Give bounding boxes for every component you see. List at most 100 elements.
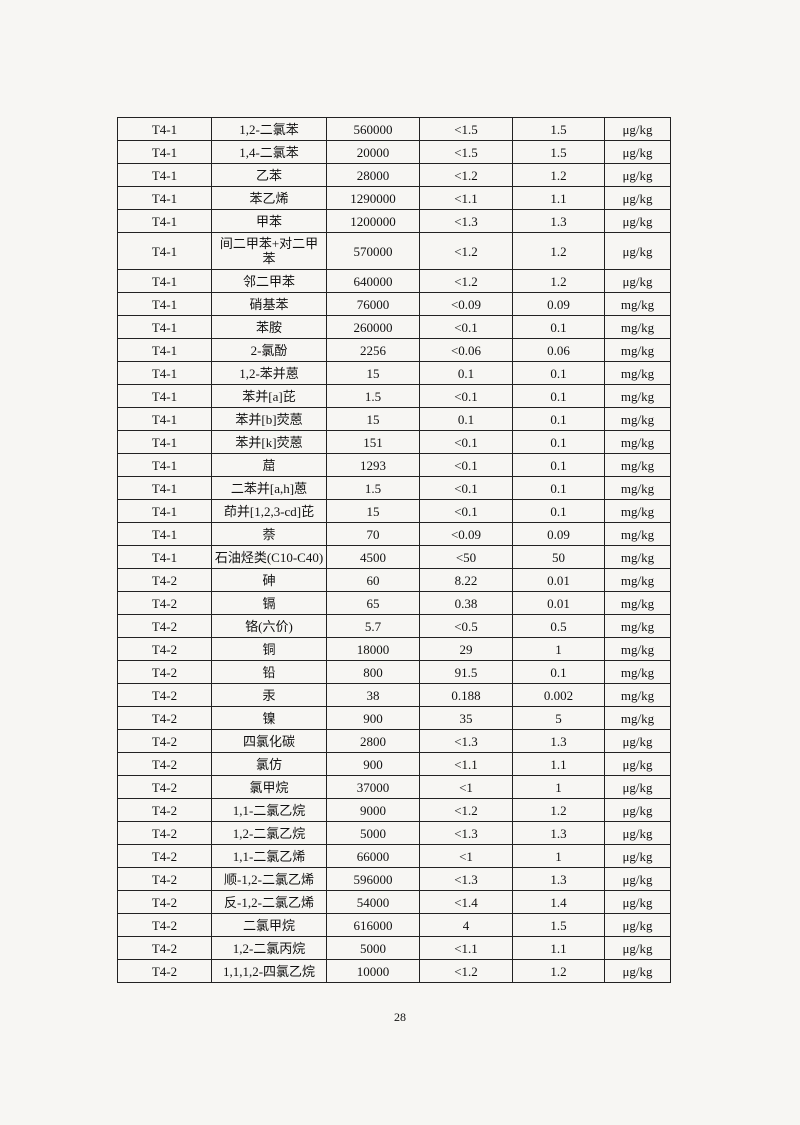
table-cell: <50 (419, 545, 513, 569)
table-cell: 38 (326, 683, 420, 707)
table-cell: 5.7 (326, 614, 420, 638)
table-cell: 596000 (326, 867, 420, 891)
table-cell: 石油烃类(C10-C40) (211, 545, 327, 569)
table-cell: <1.2 (419, 232, 513, 270)
table-cell: 0.1 (512, 430, 605, 454)
table-cell: 0.1 (512, 453, 605, 477)
table-cell: mg/kg (604, 384, 671, 408)
table-cell: μg/kg (604, 140, 671, 164)
table-cell: μg/kg (604, 867, 671, 891)
table-row: T4-2 1,1-二氯乙烷 9000 <1.2 1.2 μg/kg (117, 798, 671, 822)
table-cell: mg/kg (604, 545, 671, 569)
table-cell: μg/kg (604, 729, 671, 753)
table-cell: 0.38 (419, 591, 513, 615)
table-cell: 顺-1,2-二氯乙烯 (211, 867, 327, 891)
table-cell: <1.5 (419, 140, 513, 164)
table-cell: 1.5 (512, 117, 605, 141)
table-cell: 苯并[k]荧蒽 (211, 430, 327, 454)
table-cell: μg/kg (604, 209, 671, 233)
table-cell: 900 (326, 752, 420, 776)
table-cell: 20000 (326, 140, 420, 164)
table-cell: 1.3 (512, 867, 605, 891)
table-cell: 70 (326, 522, 420, 546)
table-cell: 1.1 (512, 186, 605, 210)
table-cell: μg/kg (604, 821, 671, 845)
table-cell: 15 (326, 499, 420, 523)
table-cell: 1.3 (512, 209, 605, 233)
table-cell: <1 (419, 844, 513, 868)
table-row: T4-1 萘 70 <0.09 0.09 mg/kg (117, 522, 671, 546)
table-cell: 5000 (326, 936, 420, 960)
table-row: T4-1 苯并[a]芘 1.5 <0.1 0.1 mg/kg (117, 384, 671, 408)
table-cell: T4-1 (117, 163, 212, 187)
table-cell: T4-1 (117, 545, 212, 569)
table-cell: T4-1 (117, 232, 212, 270)
table-row: T4-1 石油烃类(C10-C40) 4500 <50 50 mg/kg (117, 545, 671, 569)
table-cell: 间二甲苯+对二甲苯 (211, 232, 327, 270)
table-cell: μg/kg (604, 775, 671, 799)
table-cell: mg/kg (604, 591, 671, 615)
table-cell: 900 (326, 706, 420, 730)
table-row: T4-2 1,2-二氯丙烷 5000 <1.1 1.1 μg/kg (117, 936, 671, 960)
table-cell: 铅 (211, 660, 327, 684)
table-cell: mg/kg (604, 453, 671, 477)
table-cell: 1.3 (512, 729, 605, 753)
table-cell: 镉 (211, 591, 327, 615)
table-cell: <0.06 (419, 338, 513, 362)
table-cell: 37000 (326, 775, 420, 799)
table-cell: T4-2 (117, 568, 212, 592)
table-cell: 苯并[a]芘 (211, 384, 327, 408)
table-cell: <1.1 (419, 186, 513, 210)
table-row: T4-2 顺-1,2-二氯乙烯 596000 <1.3 1.3 μg/kg (117, 867, 671, 891)
table-cell: 1.2 (512, 163, 605, 187)
table-cell: 5000 (326, 821, 420, 845)
table-cell: 1,1-二氯乙烯 (211, 844, 327, 868)
table-cell: 0.01 (512, 568, 605, 592)
table-cell: T4-1 (117, 384, 212, 408)
table-cell: 0.1 (512, 660, 605, 684)
table-row: T4-1 䓛 1293 <0.1 0.1 mg/kg (117, 453, 671, 477)
table-cell: <0.5 (419, 614, 513, 638)
table-cell: T4-1 (117, 522, 212, 546)
table-cell: 0.06 (512, 338, 605, 362)
table-cell: μg/kg (604, 163, 671, 187)
table-cell: 硝基苯 (211, 292, 327, 316)
table-cell: 54000 (326, 890, 420, 914)
table-row: T4-2 铜 18000 29 1 mg/kg (117, 637, 671, 661)
table-cell: μg/kg (604, 186, 671, 210)
table-cell: 铬(六价) (211, 614, 327, 638)
table-row: T4-1 二苯并[a,h]蒽 1.5 <0.1 0.1 mg/kg (117, 476, 671, 500)
table-cell: 1.5 (512, 140, 605, 164)
table-row: T4-2 反-1,2-二氯乙烯 54000 <1.4 1.4 μg/kg (117, 890, 671, 914)
table-cell: <1.2 (419, 959, 513, 983)
table-cell: mg/kg (604, 315, 671, 339)
table-cell: 0.002 (512, 683, 605, 707)
table-cell: T4-2 (117, 867, 212, 891)
table-cell: μg/kg (604, 844, 671, 868)
table-row: T4-1 硝基苯 76000 <0.09 0.09 mg/kg (117, 292, 671, 316)
table-cell: <1.2 (419, 163, 513, 187)
table-cell: T4-2 (117, 890, 212, 914)
table-cell: 1,2-苯并蒽 (211, 361, 327, 385)
table-cell: 1.2 (512, 269, 605, 293)
table-cell: <1.1 (419, 936, 513, 960)
table-cell: <1 (419, 775, 513, 799)
table-row: T4-1 苯并[k]荧蒽 151 <0.1 0.1 mg/kg (117, 430, 671, 454)
table-cell: 苯并[b]荧蒽 (211, 407, 327, 431)
table-cell: <0.1 (419, 315, 513, 339)
table-cell: 800 (326, 660, 420, 684)
table-cell: <1.4 (419, 890, 513, 914)
table-cell: mg/kg (604, 407, 671, 431)
table-cell: T4-1 (117, 186, 212, 210)
table-cell: T4-2 (117, 752, 212, 776)
table-cell: mg/kg (604, 430, 671, 454)
table-cell: mg/kg (604, 476, 671, 500)
table-cell: mg/kg (604, 683, 671, 707)
table-cell: T4-2 (117, 614, 212, 638)
table-cell: 15 (326, 361, 420, 385)
table-row: T4-2 1,1-二氯乙烯 66000 <1 1 μg/kg (117, 844, 671, 868)
table-row: T4-2 二氯甲烷 616000 4 1.5 μg/kg (117, 913, 671, 937)
table-cell: 苯乙烯 (211, 186, 327, 210)
table-cell: 0.1 (512, 476, 605, 500)
